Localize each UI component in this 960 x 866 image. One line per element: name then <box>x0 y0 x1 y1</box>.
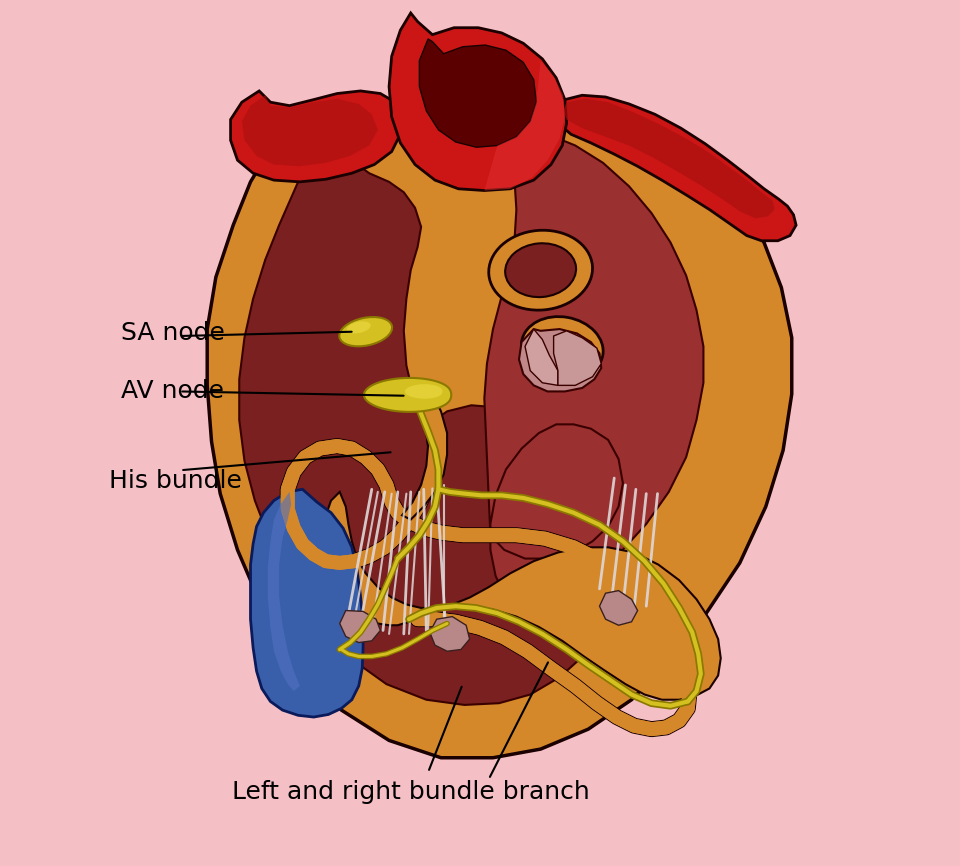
Polygon shape <box>519 329 601 391</box>
Polygon shape <box>405 385 443 398</box>
Ellipse shape <box>521 317 603 379</box>
Polygon shape <box>485 61 564 191</box>
Polygon shape <box>364 378 451 412</box>
Ellipse shape <box>347 321 371 333</box>
Polygon shape <box>239 126 623 705</box>
Polygon shape <box>554 331 601 385</box>
Polygon shape <box>420 39 537 147</box>
Polygon shape <box>324 492 721 700</box>
Polygon shape <box>430 617 469 651</box>
Polygon shape <box>402 391 447 520</box>
Polygon shape <box>230 91 402 182</box>
Polygon shape <box>242 95 378 166</box>
Text: AV node: AV node <box>121 379 224 404</box>
Ellipse shape <box>489 230 592 310</box>
Text: Left and right bundle branch: Left and right bundle branch <box>232 780 589 805</box>
Polygon shape <box>558 95 796 241</box>
Ellipse shape <box>505 243 576 297</box>
Polygon shape <box>525 329 558 385</box>
Polygon shape <box>340 611 380 643</box>
Polygon shape <box>251 489 363 717</box>
Text: SA node: SA node <box>121 321 225 346</box>
Polygon shape <box>599 591 637 625</box>
Polygon shape <box>207 106 792 758</box>
Ellipse shape <box>339 317 392 346</box>
Polygon shape <box>268 492 300 691</box>
Text: His bundle: His bundle <box>109 469 242 493</box>
Polygon shape <box>389 13 566 191</box>
Polygon shape <box>485 128 704 608</box>
Polygon shape <box>564 99 775 218</box>
Polygon shape <box>219 126 346 680</box>
